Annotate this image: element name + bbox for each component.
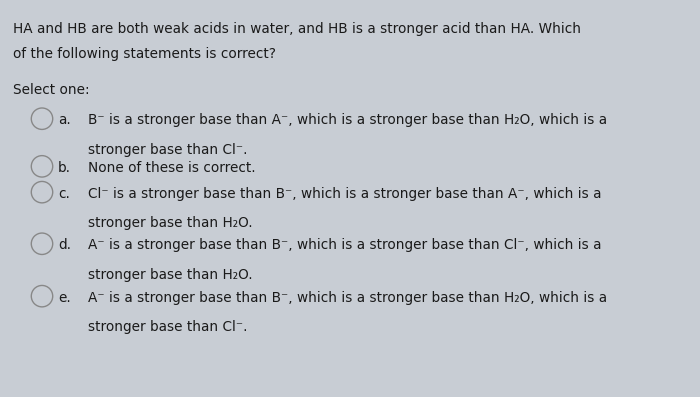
Circle shape: [32, 181, 52, 203]
Text: e.: e.: [58, 291, 71, 304]
Text: stronger base than H₂O.: stronger base than H₂O.: [88, 216, 252, 230]
Text: A⁻ is a stronger base than B⁻, which is a stronger base than H₂O, which is a: A⁻ is a stronger base than B⁻, which is …: [88, 291, 607, 304]
Text: d.: d.: [58, 238, 71, 252]
Text: of the following statements is correct?: of the following statements is correct?: [13, 47, 276, 61]
Text: None of these is correct.: None of these is correct.: [88, 161, 255, 175]
Text: Cl⁻ is a stronger base than B⁻, which is a stronger base than A⁻, which is a: Cl⁻ is a stronger base than B⁻, which is…: [88, 187, 601, 200]
Circle shape: [32, 156, 52, 177]
Text: stronger base than Cl⁻.: stronger base than Cl⁻.: [88, 320, 247, 334]
Text: stronger base than Cl⁻.: stronger base than Cl⁻.: [88, 143, 247, 157]
Text: B⁻ is a stronger base than A⁻, which is a stronger base than H₂O, which is a: B⁻ is a stronger base than A⁻, which is …: [88, 113, 607, 127]
Text: b.: b.: [58, 161, 71, 175]
Text: HA and HB are both weak acids in water, and HB is a stronger acid than HA. Which: HA and HB are both weak acids in water, …: [13, 22, 580, 36]
Circle shape: [32, 285, 52, 307]
Text: a.: a.: [58, 113, 71, 127]
Text: Select one:: Select one:: [13, 83, 89, 97]
Text: c.: c.: [58, 187, 70, 200]
Text: A⁻ is a stronger base than B⁻, which is a stronger base than Cl⁻, which is a: A⁻ is a stronger base than B⁻, which is …: [88, 238, 601, 252]
Circle shape: [32, 108, 52, 129]
Circle shape: [32, 233, 52, 254]
Text: stronger base than H₂O.: stronger base than H₂O.: [88, 268, 252, 282]
